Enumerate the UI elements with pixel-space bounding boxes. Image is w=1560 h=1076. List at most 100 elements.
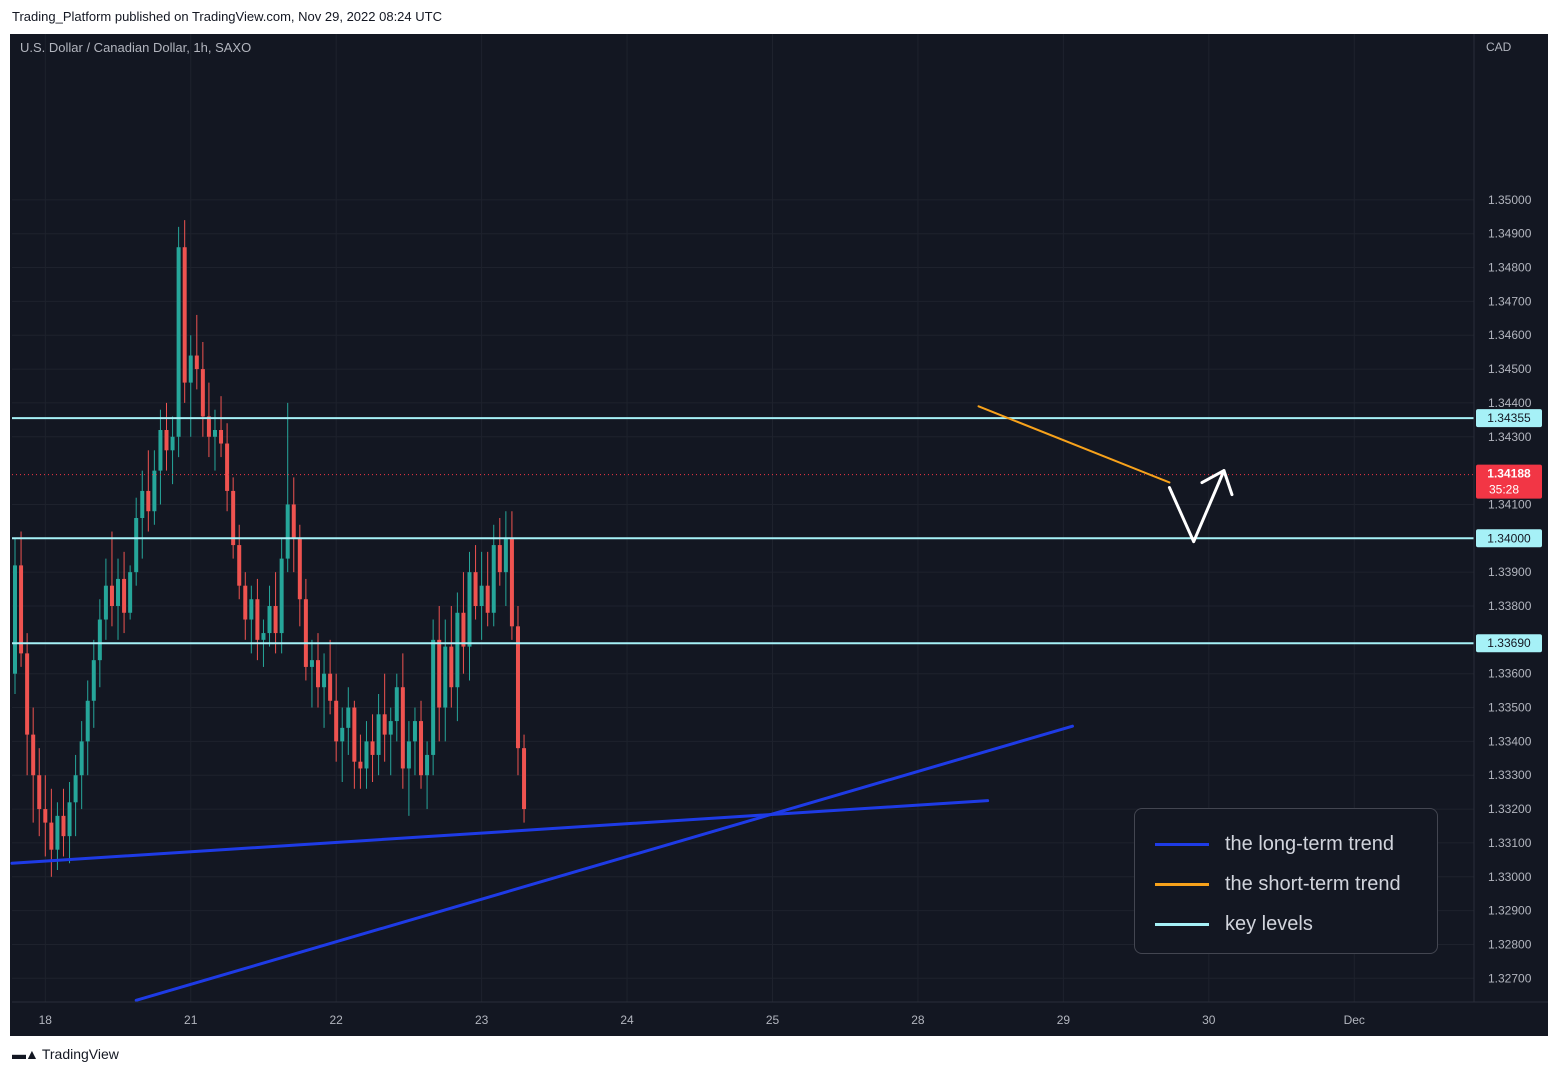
legend-swatch [1155,922,1209,926]
candle-body [13,565,17,674]
candle [146,450,151,532]
candle-body [297,538,302,600]
key-level-tag [1476,529,1542,548]
tradingview-logo-icon: ▬▲ [12,1046,39,1062]
candle-body [231,490,236,546]
candle [128,565,133,620]
time-tick-label: 22 [330,1013,344,1027]
candle-body [503,538,508,573]
candle-body [303,599,308,667]
price-tick-label: 1.35000 [1488,193,1532,207]
candle-body [309,660,314,667]
candle-body [431,639,436,755]
candle-body [467,572,472,647]
price-tick-label: 1.34500 [1488,362,1532,376]
price-tick-label: 1.33000 [1488,870,1532,884]
candle [200,342,205,437]
candle-body [85,700,90,742]
candle [515,606,520,776]
legend-swatch [1155,842,1209,846]
candle [509,511,514,640]
price-tick-label: 1.34700 [1488,294,1532,308]
candle [303,578,308,681]
candle-body [249,599,254,620]
price-tick-label: 1.33800 [1488,599,1532,613]
candle [346,687,351,755]
key-level-label: 1.34000 [1487,531,1531,545]
price-tick-label: 1.33900 [1488,565,1532,579]
candle [497,518,502,586]
candle-body [194,355,199,370]
price-tick-label: 1.33200 [1488,802,1532,816]
candle-body [243,585,248,620]
legend-label: the long-term trend [1225,832,1394,855]
candle-body [261,633,266,640]
candle [37,748,42,837]
key-level-tag [1476,409,1542,428]
legend-item-short-term: the short-term trend [1155,872,1401,896]
candle-body [43,809,48,823]
candle [176,226,181,458]
candle-body [109,585,114,606]
candle-body [73,775,78,803]
candle [91,639,96,728]
current-price-label: 1.34188 [1487,467,1531,481]
candle [219,396,224,458]
candle [449,606,454,708]
candle [116,558,121,640]
candle-body [491,545,496,613]
candle [340,707,345,782]
candle [188,335,193,437]
chart-title: U.S. Dollar / Canadian Dollar, 1h, SAXO [20,40,251,55]
time-axis: 18 21 22 23 24 25 28 29 30 Dec [12,1001,1548,1027]
publish-info: Trading_Platform published on TradingVie… [12,9,442,24]
price-tick-label: 1.32800 [1488,937,1532,951]
candle [85,680,90,776]
candle [437,606,442,742]
candle [443,619,448,742]
tradingview-brand[interactable]: ▬▲ TradingView [12,1046,119,1062]
current-price-tag [1476,464,1542,499]
candle [103,558,108,640]
candle-body [146,490,151,512]
candle-body [152,470,157,512]
candle-body [473,572,478,606]
candle-body [406,741,411,769]
candle [273,572,278,654]
candle-body [212,430,217,437]
candle [485,551,490,627]
candle-body [19,565,24,654]
candle [43,775,48,857]
candle [503,511,508,606]
candle [382,673,387,762]
key-level-label: 1.33690 [1487,636,1531,650]
candle [425,741,430,810]
candle-body [316,660,320,688]
candle [140,470,145,559]
key-level-label: 1.34355 [1487,411,1531,425]
candle [376,694,381,776]
price-tick-label: 1.34100 [1488,497,1532,511]
candle-body [267,606,272,634]
candle-body [200,369,205,417]
candle [400,653,405,789]
candle-body [97,619,102,661]
candle [267,585,272,647]
candle-body [219,430,224,444]
candle-body [31,734,36,776]
candle [55,802,60,870]
candle [285,402,290,573]
candle-body [164,430,169,451]
candle-body [394,687,399,722]
time-tick-label: 24 [620,1013,634,1027]
candle-body [67,802,72,837]
candle [67,782,72,864]
candle-body [479,585,484,606]
candle [182,220,187,403]
candle-body [61,815,66,837]
brand-name: TradingView [41,1046,119,1062]
candle-body [255,599,260,640]
candle [479,551,484,640]
candle [279,538,284,654]
